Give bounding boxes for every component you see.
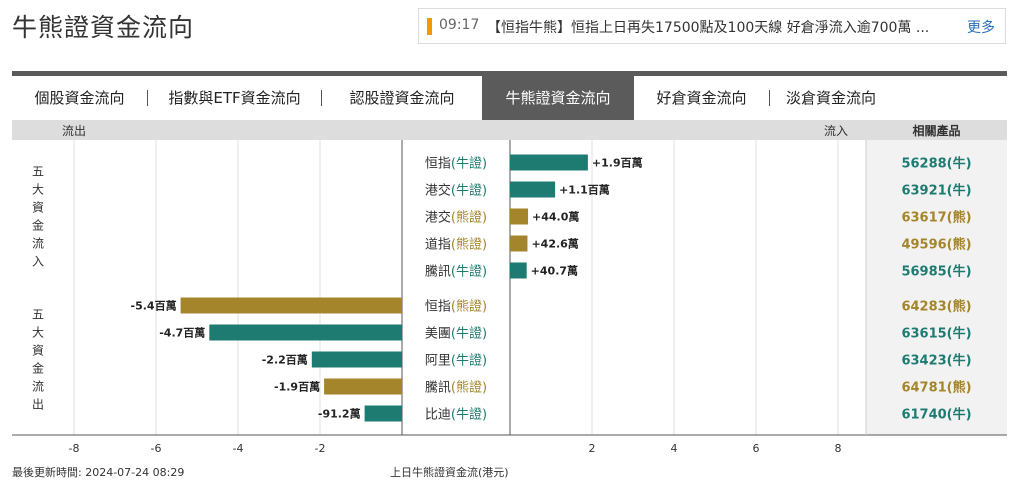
flow-value-label: -91.2萬 [318,407,361,421]
flow-value-label: -4.7百萬 [159,326,205,340]
page-title: 牛熊證資金流向 [12,13,195,42]
flow-value-label: +40.7萬 [531,264,578,278]
news-ticker[interactable]: 09:17 【恒指牛熊】恒指上日再失17500點及100天線 好倉淨流入逾700… [418,8,1006,44]
flow-value-label: -5.4百萬 [131,299,177,313]
chart-header-band [12,120,1007,140]
tab-warrant-flow[interactable]: 認股證資金流向 [349,89,455,107]
tab-divider [769,90,770,106]
flow-bar-5 [180,297,402,314]
x-tick-label: -8 [69,442,80,455]
related-product-code: 61740(牛) [901,407,971,423]
underlying-name: 騰訊(熊證) [425,380,487,396]
flow-value-label: +42.6萬 [531,237,578,251]
underlying-name: 港交(牛證) [425,183,487,199]
flow-value-label: +1.1百萬 [559,183,610,197]
underlying-name: 騰訊(牛證) [425,264,487,280]
flow-bar-6 [209,324,402,341]
x-tick-label: -6 [151,442,162,455]
flow-value-label: -2.2百萬 [262,353,308,367]
x-tick-label: 6 [753,442,760,455]
underlying-name: 港交(熊證) [425,210,487,226]
group-label-outflow: 五大資金流出 [32,308,44,412]
related-product-code: 63617(熊) [901,210,971,226]
related-product-code: 64781(熊) [901,380,971,396]
tab-long-flow[interactable]: 好倉資金流向 [656,89,747,107]
related-product-code: 64283(熊) [901,299,971,315]
underlying-name: 阿里(牛證) [425,353,487,369]
inflow-header: 流入 [824,124,848,138]
ticker-time: 09:17 [439,17,480,33]
flow-value-label: +1.9百萬 [592,156,643,170]
flow-bar-9 [364,405,402,422]
x-tick-label: 2 [589,442,596,455]
underlying-name: 恒指(熊證) [425,299,487,315]
flow-value-label: -1.9百萬 [274,380,320,394]
related-product-code: 63615(牛) [901,326,971,342]
tab-bar-rule [12,71,1007,76]
related-product-code: 49596(熊) [901,237,971,253]
tab-bar: 個股資金流向 指數與ETF資金流向 認股證資金流向 牛熊證資金流向 好倉資金流向… [12,76,1007,120]
ticker-headline[interactable]: 【恒指牛熊】恒指上日再失17500點及100天線 好倉淨流入逾700萬 ... [487,20,930,36]
flow-bar-1 [510,181,556,198]
tab-cbbc-flow[interactable]: 牛熊證資金流向 [482,76,634,120]
related-product-code: 63423(牛) [901,353,971,369]
related-products-header: 相關產品 [912,123,960,138]
x-tick-label: 4 [671,442,678,455]
group-label-inflow: 五大資金流入 [32,165,44,269]
flow-bar-3 [510,235,528,252]
x-tick-label: -4 [233,442,244,455]
underlying-name: 道指(熊證) [425,237,487,253]
flow-bar-2 [510,208,529,225]
flow-bar-8 [324,378,402,395]
tab-divider [147,90,148,106]
chart-caption: 上日牛熊證資金流(港元) [390,466,509,479]
last-updated: 最後更新時間: 2024-07-24 08:29 [12,466,185,479]
underlying-name: 美團(牛證) [425,326,487,342]
cbbc-flow-chart: 流出 流入 相關產品五大資金流入 五大資金流出 +1.9百萬 恒指(牛證) 56288(牛)… [12,120,1007,460]
flow-bar-0 [510,154,588,171]
related-product-code: 56985(牛) [901,264,971,280]
outflow-header: 流出 [62,124,86,138]
tab-index-etf-flow[interactable]: 指數與ETF資金流向 [168,89,301,107]
underlying-name: 比迪(牛證) [425,407,487,423]
more-link[interactable]: 更多 [967,20,995,36]
tab-divider [321,90,322,106]
flow-value-label: +44.0萬 [532,210,579,224]
product-column-bg [866,120,1007,435]
x-tick-label: -2 [315,442,326,455]
underlying-name: 恒指(牛證) [425,156,487,172]
ticker-accent-bar [427,18,432,35]
x-tick-label: 8 [835,442,842,455]
related-product-code: 63921(牛) [901,183,971,199]
product-header-bg [866,120,1007,140]
flow-bar-4 [510,262,527,279]
tab-short-flow[interactable]: 淡倉資金流向 [785,89,876,107]
flow-bar-7 [311,351,402,368]
related-product-code: 56288(牛) [901,156,971,172]
tab-stock-flow[interactable]: 個股資金流向 [34,89,125,107]
